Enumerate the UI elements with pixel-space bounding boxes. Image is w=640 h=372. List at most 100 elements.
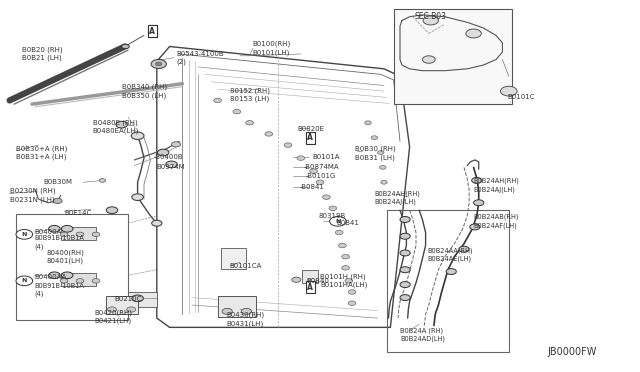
- Circle shape: [348, 290, 356, 294]
- Circle shape: [106, 207, 118, 214]
- Circle shape: [92, 279, 100, 283]
- Circle shape: [365, 121, 371, 125]
- Circle shape: [466, 29, 481, 38]
- Circle shape: [423, 16, 438, 25]
- Text: A: A: [307, 133, 314, 142]
- Bar: [302, 270, 318, 283]
- Circle shape: [381, 180, 387, 184]
- Text: B0B91B-10B1A
(4): B0B91B-10B1A (4): [34, 235, 84, 250]
- Text: B0B40: B0B40: [306, 278, 329, 284]
- Circle shape: [116, 121, 127, 128]
- Circle shape: [16, 276, 33, 286]
- Circle shape: [122, 44, 129, 49]
- Circle shape: [371, 136, 378, 140]
- Circle shape: [330, 217, 346, 226]
- Circle shape: [132, 295, 143, 302]
- Circle shape: [60, 232, 68, 237]
- Circle shape: [16, 230, 33, 239]
- Text: -B0841: -B0841: [300, 184, 324, 190]
- Text: B0E14C: B0E14C: [64, 210, 92, 216]
- Text: B0543-4100B
(2): B0543-4100B (2): [176, 51, 223, 65]
- Text: B0B24AB(RH)
B0B24AF(LH): B0B24AB(RH) B0B24AF(LH): [474, 214, 519, 229]
- Text: JB0000FW: JB0000FW: [547, 347, 596, 356]
- Circle shape: [108, 307, 116, 312]
- Text: B0B91B-10B1A
(4): B0B91B-10B1A (4): [34, 283, 84, 297]
- Text: B0B30+A (RH)
B0B31+A (LH): B0B30+A (RH) B0B31+A (LH): [16, 145, 67, 160]
- Circle shape: [380, 166, 386, 169]
- Bar: [218, 296, 256, 317]
- Circle shape: [292, 277, 301, 282]
- Text: -B0874MA: -B0874MA: [304, 164, 340, 170]
- Text: B0B24A (RH)
B0B24AD(LH): B0B24A (RH) B0B24AD(LH): [400, 327, 445, 342]
- Circle shape: [500, 86, 517, 96]
- Text: A: A: [149, 27, 156, 36]
- Text: -B0400B: -B0400B: [154, 154, 183, 160]
- Bar: [387, 210, 509, 352]
- Circle shape: [246, 121, 253, 125]
- Circle shape: [53, 198, 62, 203]
- Circle shape: [152, 220, 162, 226]
- Circle shape: [49, 272, 60, 279]
- Text: -B0101G: -B0101G: [305, 173, 335, 179]
- Circle shape: [76, 232, 84, 237]
- Circle shape: [316, 180, 324, 185]
- Text: B0430(RH)
B0431(LH): B0430(RH) B0431(LH): [226, 312, 264, 327]
- Circle shape: [329, 206, 337, 211]
- Bar: [106, 296, 138, 314]
- Circle shape: [446, 269, 456, 275]
- Circle shape: [323, 195, 330, 199]
- Text: 80152 (RH)
80153 (LH): 80152 (RH) 80153 (LH): [230, 87, 270, 102]
- Circle shape: [214, 98, 221, 103]
- Circle shape: [166, 161, 177, 168]
- Circle shape: [233, 109, 241, 114]
- Circle shape: [297, 156, 305, 160]
- Text: B0B24AH(RH)
B0B24AJ(LH): B0B24AH(RH) B0B24AJ(LH): [374, 190, 420, 205]
- Circle shape: [342, 254, 349, 259]
- Text: B0974M: B0974M: [157, 164, 186, 170]
- Text: B0230N (RH)
B0231N (LH): B0230N (RH) B0231N (LH): [10, 188, 55, 203]
- Text: B0B30M: B0B30M: [44, 179, 72, 185]
- Text: B0B20 (RH)
B0B21 (LH): B0B20 (RH) B0B21 (LH): [22, 46, 63, 61]
- Text: B0B30 (RH)
B0B31 (LH): B0B30 (RH) B0B31 (LH): [355, 146, 396, 161]
- Text: B0210C: B0210C: [114, 296, 141, 302]
- Bar: [61, 273, 96, 286]
- Circle shape: [400, 250, 410, 256]
- Circle shape: [335, 230, 343, 235]
- Text: A: A: [307, 283, 314, 292]
- Circle shape: [99, 179, 106, 182]
- Circle shape: [222, 308, 232, 314]
- Circle shape: [345, 279, 353, 283]
- Bar: [128, 292, 157, 307]
- Circle shape: [49, 225, 60, 232]
- Circle shape: [61, 272, 73, 279]
- Circle shape: [332, 217, 340, 222]
- Bar: [394, 9, 512, 104]
- Text: B0480E (RH)
B0480EA(LH): B0480E (RH) B0480EA(LH): [93, 119, 139, 134]
- Circle shape: [241, 308, 252, 314]
- Text: B0400AA: B0400AA: [34, 274, 67, 280]
- Circle shape: [132, 194, 143, 201]
- Circle shape: [157, 149, 169, 156]
- Text: N: N: [22, 278, 27, 283]
- Circle shape: [284, 143, 292, 147]
- Text: 80319B: 80319B: [318, 213, 346, 219]
- Text: B0101H (RH)
B0101HA(LH): B0101H (RH) B0101HA(LH): [320, 273, 367, 288]
- Circle shape: [400, 233, 410, 239]
- Circle shape: [76, 279, 84, 283]
- Text: B0B41: B0B41: [336, 220, 359, 226]
- Text: B0101C: B0101C: [507, 94, 534, 100]
- Circle shape: [342, 266, 349, 270]
- Circle shape: [156, 62, 162, 66]
- Text: B0B24AA(RH)
B0B24AE(LH): B0B24AA(RH) B0B24AE(LH): [428, 247, 473, 262]
- Circle shape: [127, 307, 136, 312]
- Circle shape: [172, 142, 180, 147]
- Circle shape: [422, 56, 435, 63]
- Text: 80400(RH)
80401(LH): 80400(RH) 80401(LH): [46, 249, 84, 264]
- Text: B0B24AH(RH)
B0B24AJ(LH): B0B24AH(RH) B0B24AJ(LH): [474, 178, 520, 193]
- Circle shape: [265, 132, 273, 136]
- Text: B0420(RH)
B0421(LH): B0420(RH) B0421(LH): [95, 310, 132, 324]
- Text: N: N: [22, 232, 27, 237]
- Circle shape: [400, 282, 410, 288]
- Text: B0400A: B0400A: [34, 229, 61, 235]
- Circle shape: [459, 246, 469, 252]
